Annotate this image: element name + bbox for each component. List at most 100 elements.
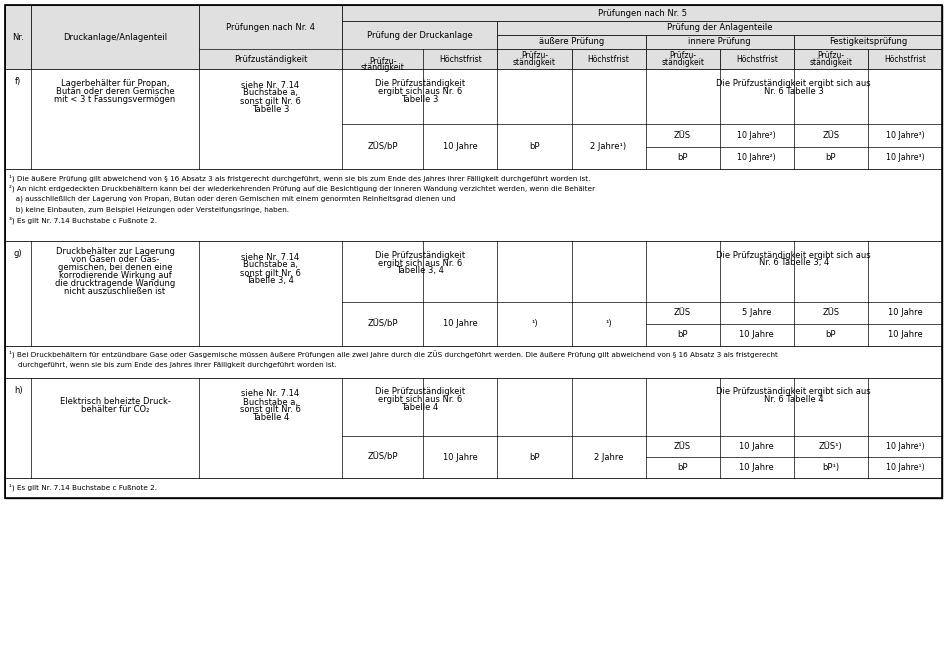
Bar [5,478,942,498]
Text: b) keine Einbauten, zum Beispiel Heizungen oder Versteifungsringe, haben.: b) keine Einbauten, zum Beispiel Heizung… [9,206,289,213]
Bar [342,21,497,69]
Text: Die Prüfzuständigkeit: Die Prüfzuständigkeit [375,251,465,260]
Text: 10 Jahre: 10 Jahre [443,142,477,151]
Bar [5,5,942,498]
Text: Die Prüfzuständigkeit ergibt sich aus: Die Prüfzuständigkeit ergibt sich aus [717,79,871,88]
Text: Prüfungen nach Nr. 4: Prüfungen nach Nr. 4 [225,23,314,32]
Text: ¹): ¹) [605,319,612,328]
Text: bP: bP [529,452,540,461]
Text: Prüfzu-: Prüfzu- [670,51,696,60]
Text: bP: bP [677,330,688,339]
Text: bP: bP [529,142,540,151]
Text: Prüfung der Anlagenteile: Prüfung der Anlagenteile [667,23,773,32]
Text: 10 Jahre: 10 Jahre [740,442,774,451]
Text: bP: bP [677,153,688,162]
Text: Die Prüfzuständigkeit: Die Prüfzuständigkeit [375,387,465,397]
Text: Prüfungen nach Nr. 5: Prüfungen nach Nr. 5 [598,8,687,18]
Text: Die Prüfzuständigkeit ergibt sich aus: Die Prüfzuständigkeit ergibt sich aus [717,251,871,260]
Bar [5,241,942,346]
Text: Prüfzuständigkeit: Prüfzuständigkeit [234,55,307,64]
Text: ³) Es gilt Nr. 7.14 Buchstabe c Fußnote 2.: ³) Es gilt Nr. 7.14 Buchstabe c Fußnote … [9,216,157,224]
Bar [794,49,867,69]
Text: von Gasen oder Gas-: von Gasen oder Gas- [71,254,159,263]
Bar [31,5,199,69]
Text: Tabelle 4: Tabelle 4 [402,404,438,413]
Text: g): g) [14,249,23,258]
Text: ständigkeit: ständigkeit [513,58,556,67]
Text: Prüfzu-: Prüfzu- [817,51,845,60]
Text: behälter für CO₂: behälter für CO₂ [80,406,149,415]
Text: 10 Jahre¹): 10 Jahre¹) [885,442,924,451]
Text: gemischen, bei denen eine: gemischen, bei denen eine [58,262,172,271]
Text: ständigkeit: ständigkeit [661,58,705,67]
Text: siehe Nr. 7.14: siehe Nr. 7.14 [241,389,299,398]
Text: 10 Jahre: 10 Jahre [740,463,774,472]
Text: Höchstfrist: Höchstfrist [884,55,926,64]
Bar [867,49,942,69]
Text: Nr. 6 Tabelle 3: Nr. 6 Tabelle 3 [764,86,824,95]
Text: ergibt sich aus Nr. 6: ergibt sich aus Nr. 6 [378,395,462,404]
Bar [5,5,942,498]
Bar [497,35,646,49]
Text: 10 Jahre: 10 Jahre [887,330,922,339]
Text: Prüfzu-: Prüfzu- [521,51,548,60]
Bar [720,49,794,69]
Text: ZÜS: ZÜS [674,308,691,317]
Text: Nr. 6 Tabelle 3, 4: Nr. 6 Tabelle 3, 4 [759,258,829,267]
Bar [5,169,942,241]
Text: bP: bP [826,153,836,162]
Text: bP¹): bP¹) [822,463,839,472]
Text: ständigkeit: ständigkeit [361,62,404,71]
Text: sonst gilt Nr. 6: sonst gilt Nr. 6 [240,97,301,106]
Text: Buchstabe a,: Buchstabe a, [242,88,297,97]
Text: f): f) [15,77,21,86]
Bar [342,5,942,21]
Text: Butan oder deren Gemische: Butan oder deren Gemische [56,86,174,95]
Text: Druckbehälter zur Lagerung: Druckbehälter zur Lagerung [56,247,174,256]
Text: ZÜS/bP: ZÜS/bP [367,142,398,151]
Bar [646,35,794,49]
Text: ²) An nicht erdgedeckten Druckbehältern kann bei der wiederkehrenden Prüfung auf: ²) An nicht erdgedeckten Druckbehältern … [9,185,595,192]
Bar [497,21,942,35]
Text: Tabelle 4: Tabelle 4 [252,413,289,422]
Text: Prüfzu-: Prüfzu- [368,56,397,66]
Text: 2 Jahre¹): 2 Jahre¹) [591,142,627,151]
Text: 10 Jahre³): 10 Jahre³) [885,153,924,162]
Text: Prüfung der Druckanlage: Prüfung der Druckanlage [366,31,473,40]
Bar [5,378,942,478]
Bar [5,346,942,378]
Text: Nr. 6 Tabelle 4: Nr. 6 Tabelle 4 [764,395,824,404]
Text: bP: bP [677,463,688,472]
Text: Tabelle 3: Tabelle 3 [401,95,438,103]
Text: Tabelle 3: Tabelle 3 [252,104,289,114]
Text: Buchstabe a,: Buchstabe a, [242,260,297,269]
Text: Die Prüfzuständigkeit ergibt sich aus: Die Prüfzuständigkeit ergibt sich aus [717,387,871,397]
Text: ¹) Bei Druckbehältern für entzündbare Gase oder Gasgemische müssen äußere Prüfun: ¹) Bei Druckbehältern für entzündbare Ga… [9,351,777,359]
Text: 2 Jahre: 2 Jahre [594,452,623,461]
Text: ZÜS: ZÜS [822,308,839,317]
Text: ZÜS: ZÜS [674,442,691,451]
Text: siehe Nr. 7.14: siehe Nr. 7.14 [241,252,299,262]
Bar [794,35,942,49]
Text: ergibt sich aus Nr. 6: ergibt sich aus Nr. 6 [378,86,462,95]
Text: ergibt sich aus Nr. 6: ergibt sich aus Nr. 6 [378,258,462,267]
Text: h): h) [14,386,23,395]
Text: Höchstfrist: Höchstfrist [736,55,777,64]
Bar [571,49,646,69]
Text: Die Prüfzuständigkeit: Die Prüfzuständigkeit [375,79,465,88]
Text: sonst gilt Nr. 6: sonst gilt Nr. 6 [240,406,301,415]
Bar [646,49,720,69]
Text: 10 Jahre: 10 Jahre [443,319,477,328]
Text: 10 Jahre³): 10 Jahre³) [885,130,924,140]
Text: ¹) Es gilt Nr. 7.14 Buchstabe c Fußnote 2.: ¹) Es gilt Nr. 7.14 Buchstabe c Fußnote … [9,484,157,491]
Text: ständigkeit: ständigkeit [810,58,852,67]
Text: bP: bP [826,330,836,339]
Text: Festigkeitsprüfung: Festigkeitsprüfung [829,38,907,47]
Text: ZÜS: ZÜS [674,130,691,140]
Text: durchgeführt, wenn sie bis zum Ende des Jahres ihrer Fälligkeit durchgeführt wor: durchgeführt, wenn sie bis zum Ende des … [9,363,337,369]
Text: 10 Jahre: 10 Jahre [887,308,922,317]
Text: a) ausschließlich der Lagerung von Propan, Butan oder deren Gemischen mit einem : a) ausschließlich der Lagerung von Propa… [9,196,456,202]
Text: äußere Prüfung: äußere Prüfung [539,38,604,47]
Bar [497,49,571,69]
Text: siehe Nr. 7.14: siehe Nr. 7.14 [241,80,299,90]
